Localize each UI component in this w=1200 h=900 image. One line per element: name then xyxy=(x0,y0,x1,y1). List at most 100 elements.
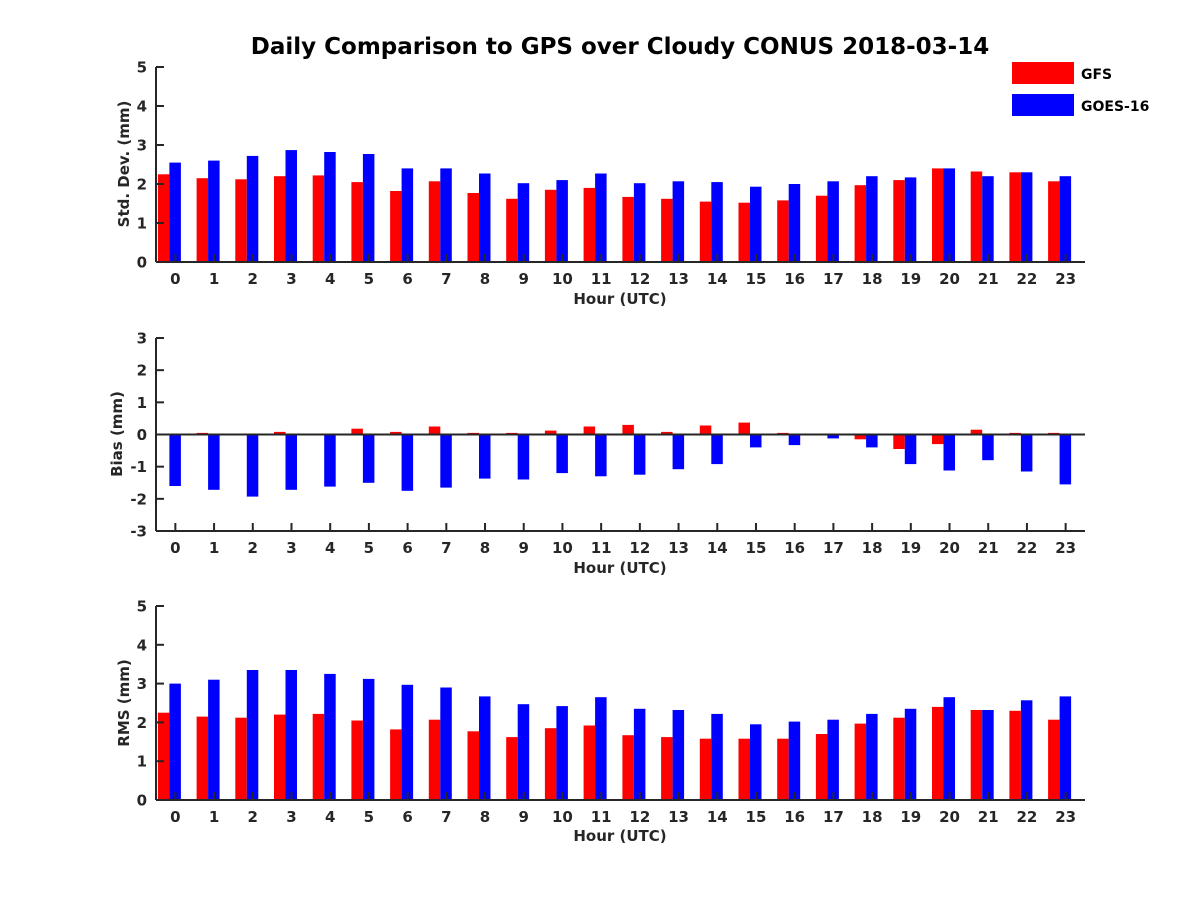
bias-ytick-label: 3 xyxy=(137,330,147,348)
bias-bar-goes16-7 xyxy=(440,434,452,488)
rms-bar-gfs-5 xyxy=(351,720,363,800)
std-dev-bar-goes16-14 xyxy=(711,182,723,262)
std-dev-bar-goes16-19 xyxy=(904,177,917,262)
std-dev-bar-goes16-3 xyxy=(285,150,297,262)
bias-xtick-label: 5 xyxy=(364,539,374,557)
rms-bar-gfs-16 xyxy=(777,738,789,800)
bias-bar-gfs-21 xyxy=(970,429,983,435)
std-dev-xtick-label: 20 xyxy=(939,270,960,288)
bias-bar-goes16-18 xyxy=(866,434,878,448)
rms-bar-goes16-2 xyxy=(246,670,259,800)
bias-bar-goes16-5 xyxy=(362,434,375,483)
bias-xtick-label: 14 xyxy=(707,539,728,557)
legend-label-gfs: GFS xyxy=(1081,67,1112,83)
bias-xtick-label: 18 xyxy=(862,539,883,557)
rms-bar-gfs-0 xyxy=(157,712,170,800)
bias-bar-gfs-6 xyxy=(390,431,402,435)
std-dev-bar-gfs-17 xyxy=(815,195,828,262)
std-dev-xtick-label: 13 xyxy=(668,270,689,288)
rms-bar-goes16-5 xyxy=(362,678,375,800)
std-dev-xtick-label: 5 xyxy=(364,270,374,288)
std-dev-bar-gfs-5 xyxy=(351,182,363,262)
bias-xtick-label: 17 xyxy=(823,539,844,557)
rms-xtick-label: 7 xyxy=(441,808,451,826)
bias-bar-goes16-16 xyxy=(788,434,801,446)
std-dev-bar-goes16-4 xyxy=(324,152,336,262)
std-dev-bar-gfs-3 xyxy=(274,176,286,262)
bias-bar-gfs-11 xyxy=(583,426,596,435)
std-dev-xtick-label: 14 xyxy=(707,270,728,288)
rms-bar-goes16-13 xyxy=(672,710,685,800)
std-dev-bar-goes16-1 xyxy=(208,160,220,262)
rms-bar-gfs-3 xyxy=(274,714,286,800)
std-dev-xtick-label: 8 xyxy=(480,270,490,288)
rms-xtick-label: 11 xyxy=(591,808,612,826)
rms-xtick-label: 5 xyxy=(364,808,374,826)
rms-xtick-label: 18 xyxy=(862,808,883,826)
rms-xtick-label: 3 xyxy=(286,808,296,826)
std-dev-xtick-label: 21 xyxy=(978,270,999,288)
rms-xtick-label: 15 xyxy=(746,808,767,826)
rms-bar-goes16-16 xyxy=(788,721,801,800)
std-dev-bar-goes16-10 xyxy=(556,180,568,262)
rms-ytick-label: 2 xyxy=(137,714,147,732)
bias-xtick-label: 15 xyxy=(746,539,767,557)
bias-ylabel: Bias (mm) xyxy=(108,391,126,477)
std-dev-xtick-label: 15 xyxy=(746,270,767,288)
rms-xtick-label: 14 xyxy=(707,808,728,826)
std-dev-bar-gfs-9 xyxy=(506,198,518,262)
std-dev-bar-gfs-11 xyxy=(583,187,596,262)
bias-ytick-label: -1 xyxy=(130,458,147,476)
rms-bar-goes16-1 xyxy=(208,679,220,800)
std-dev-bar-goes16-15 xyxy=(750,186,762,262)
bias-ytick-label: -2 xyxy=(130,490,147,508)
rms-xtick-label: 16 xyxy=(784,808,805,826)
bias-bar-gfs-12 xyxy=(622,424,634,435)
std-dev-xtick-label: 7 xyxy=(441,270,451,288)
rms-ytick-label: 3 xyxy=(137,675,147,693)
rms-xtick-label: 23 xyxy=(1055,808,1076,826)
std-dev-bar-goes16-13 xyxy=(672,181,685,262)
rms-bar-goes16-21 xyxy=(982,710,994,800)
bias-xtick-label: 6 xyxy=(402,539,412,557)
bias-xtick-label: 12 xyxy=(629,539,650,557)
rms-bar-goes16-0 xyxy=(169,683,181,800)
bias-bar-goes16-13 xyxy=(672,434,685,470)
rms-ylabel: RMS (mm) xyxy=(115,659,133,746)
std-dev-bar-goes16-22 xyxy=(1020,172,1033,262)
std-dev-bar-gfs-14 xyxy=(699,201,712,262)
std-dev-bar-gfs-1 xyxy=(196,178,209,262)
std-dev-ylabel: Std. Dev. (mm) xyxy=(115,101,133,228)
bias-bar-goes16-8 xyxy=(479,434,491,479)
rms-bar-goes16-17 xyxy=(827,719,839,800)
rms-bar-goes16-14 xyxy=(711,713,723,800)
std-dev-bar-gfs-18 xyxy=(854,185,867,262)
rms-bar-gfs-18 xyxy=(854,723,867,800)
rms-xtick-label: 20 xyxy=(939,808,960,826)
std-dev-xtick-label: 2 xyxy=(248,270,258,288)
bias-ytick-label: 2 xyxy=(137,362,147,380)
rms-xtick-label: 19 xyxy=(900,808,921,826)
bias-xtick-label: 22 xyxy=(1017,539,1038,557)
std-dev-bar-goes16-21 xyxy=(982,176,994,262)
std-dev-bar-gfs-23 xyxy=(1048,181,1060,262)
rms-bar-gfs-7 xyxy=(428,719,441,800)
legend-label-goes16: GOES-16 xyxy=(1081,99,1149,115)
bias-xtick-label: 23 xyxy=(1055,539,1076,557)
rms-xtick-label: 0 xyxy=(170,808,180,826)
bias-bar-gfs-13 xyxy=(661,431,673,435)
std-dev-bar-goes16-5 xyxy=(362,154,375,262)
rms-bar-goes16-19 xyxy=(904,708,917,800)
std-dev-bar-gfs-20 xyxy=(932,168,944,262)
rms-bar-goes16-20 xyxy=(943,697,955,800)
rms-bar-gfs-6 xyxy=(390,729,402,800)
bias-xtick-label: 3 xyxy=(286,539,296,557)
bias-bar-goes16-19 xyxy=(904,434,917,465)
std-dev-bar-gfs-2 xyxy=(235,179,247,262)
bias-bar-gfs-10 xyxy=(544,430,557,435)
bias-bar-goes16-2 xyxy=(246,434,259,497)
std-dev-ytick-label: 0 xyxy=(137,254,147,272)
